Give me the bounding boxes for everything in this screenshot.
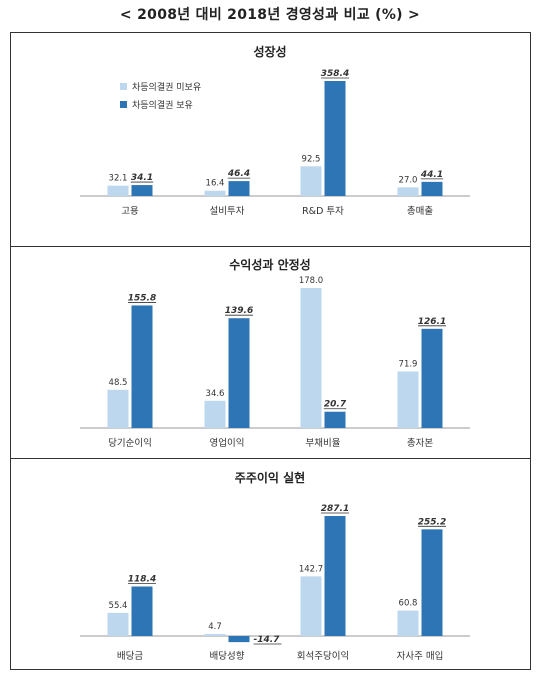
bar-without-dual-class [204,190,226,196]
data-label: 48.5 [109,378,128,388]
bar-without-dual-class [107,389,129,428]
bar-without-dual-class [300,288,322,428]
data-label: 20.7 [324,400,347,410]
data-label: 255.2 [418,517,446,527]
bar-with-dual-class [324,411,346,428]
data-label: 287.1 [321,504,349,514]
data-label: 32.1 [109,174,128,184]
legend-label: 차등의결권 미보유 [132,81,201,93]
data-label: 71.9 [399,359,418,369]
data-label: 118.4 [128,575,156,585]
chart-frame [10,32,531,670]
data-label: 142.7 [299,564,323,574]
bar-with-dual-class [324,516,346,636]
data-label: 34.6 [206,389,225,399]
data-label: 34.1 [131,173,153,183]
data-label: -14.7 [254,635,281,645]
bar-with-dual-class [131,586,153,636]
page-title: < 2008년 대비 2018년 경영성과 비교 (%) > [119,7,421,23]
category-label: 고용 [121,206,139,217]
data-label: 139.6 [225,306,253,316]
category-label: 부채비율 [306,438,341,449]
category-label: 당기순이익 [108,437,152,449]
bar-with-dual-class [421,181,443,196]
category-label: 설비투자 [210,206,245,217]
bar-with-dual-class [421,529,443,636]
data-label: 126.1 [418,317,446,327]
category-label: 배당금 [117,651,143,662]
panel-divider [10,458,531,459]
chart-title: 주주이익 실현 [235,470,305,485]
bar-without-dual-class [300,576,322,636]
bar-with-dual-class [228,636,250,643]
bar-without-dual-class [300,166,322,196]
bar-without-dual-class [397,187,419,196]
legend-swatch [120,101,127,108]
data-label: 44.1 [420,170,443,180]
bar-without-dual-class [397,610,419,636]
category-label: 총매출 [407,206,433,217]
bar-without-dual-class [107,185,129,196]
bar-with-dual-class [228,318,250,428]
bar-with-dual-class [228,181,250,196]
bar-without-dual-class [397,371,419,428]
category-label: R&D 투자 [302,206,344,217]
panel-divider [10,246,531,247]
data-label: 4.7 [208,622,222,632]
category-label: 총자본 [407,438,433,449]
bar-with-dual-class [421,328,443,428]
category-label: 자사주 매입 [397,650,444,662]
bar-with-dual-class [131,305,153,428]
data-label: 27.0 [399,175,418,185]
category-label: 영업이익 [210,437,245,449]
chart-title: 성장성 [253,45,286,59]
data-label: 60.8 [399,599,418,609]
data-label: 16.4 [206,179,225,189]
legend-label: 차등의결권 보유 [132,99,193,111]
bar-without-dual-class [107,612,129,636]
data-label: 46.4 [227,169,250,179]
bar-with-dual-class [324,81,346,196]
data-label: 358.4 [321,69,349,79]
data-label: 178.0 [299,276,323,286]
bar-without-dual-class [204,634,226,636]
category-label: 회석주당이익 [297,650,349,662]
data-label: 92.5 [302,154,321,164]
bar-without-dual-class [204,400,226,428]
legend-swatch [120,83,127,90]
category-label: 배당성향 [210,650,245,662]
data-label: 155.8 [128,293,156,303]
bar-with-dual-class [131,185,153,196]
data-label: 55.4 [109,601,128,611]
chart-title: 수익성과 안정성 [229,257,310,272]
